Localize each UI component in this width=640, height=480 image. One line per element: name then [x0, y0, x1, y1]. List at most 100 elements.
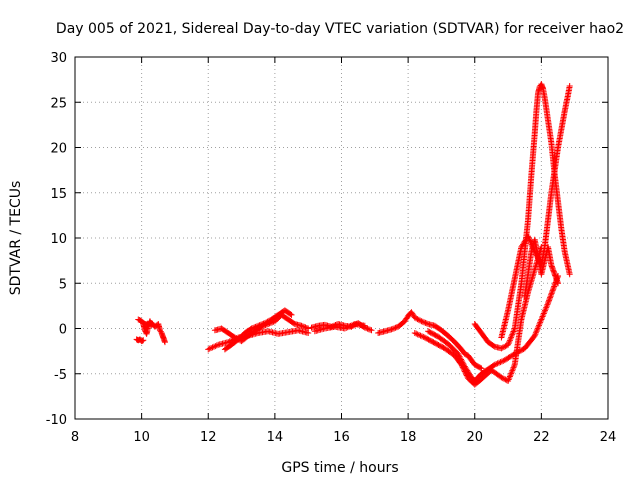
data-point — [548, 290, 555, 297]
data-point — [507, 372, 514, 379]
data-point — [538, 316, 545, 323]
data-point — [499, 375, 506, 382]
data-point — [288, 311, 295, 318]
data-point — [526, 235, 533, 242]
axis-ticks: 8 10 12 14 16 18 20 22 24 -10 -5 0 5 10 15 20 25 30 — [46, 51, 617, 445]
data-points — [133, 81, 573, 388]
y-tick-label: 5 — [59, 277, 67, 292]
data-point — [249, 324, 256, 331]
data-point — [502, 343, 509, 350]
data-point — [264, 318, 271, 325]
data-point — [391, 325, 398, 332]
data-point — [392, 324, 399, 331]
data-point — [212, 343, 219, 350]
data-point — [505, 340, 512, 347]
data-point — [389, 325, 396, 332]
x-tick-label: 24 — [600, 430, 617, 445]
data-point — [546, 297, 553, 304]
series-segment-l — [471, 81, 573, 352]
data-point — [206, 345, 213, 352]
data-point — [341, 325, 348, 332]
data-point — [148, 320, 155, 327]
data-point — [542, 306, 549, 313]
data-point — [343, 324, 350, 331]
data-point — [551, 283, 558, 290]
data-point — [411, 330, 418, 337]
data-point — [421, 319, 428, 326]
data-point — [364, 325, 371, 332]
y-tick-label: 0 — [59, 323, 67, 338]
y-tick-label: 10 — [50, 232, 67, 247]
data-point — [532, 331, 539, 338]
data-point — [566, 271, 573, 278]
data-point — [259, 321, 266, 328]
data-point — [260, 320, 267, 327]
data-point — [253, 323, 260, 330]
data-point — [257, 321, 264, 328]
data-point — [540, 310, 547, 317]
data-point — [161, 339, 168, 346]
data-point — [367, 326, 374, 333]
data-point — [509, 331, 516, 338]
data-point — [305, 325, 312, 332]
data-point — [540, 312, 547, 319]
y-tick-label: -10 — [46, 413, 67, 428]
chart-title: Day 005 of 2021, Sidereal Day-to-day VTE… — [56, 21, 624, 37]
data-point — [549, 287, 556, 294]
data-point — [541, 309, 548, 316]
data-point — [455, 352, 462, 359]
y-tick-label: 20 — [50, 142, 67, 157]
data-point — [509, 367, 516, 374]
data-point — [457, 355, 464, 362]
data-point — [525, 234, 532, 241]
data-point — [543, 303, 550, 310]
x-axis-label: GPS time / hours — [281, 460, 398, 476]
data-point — [508, 369, 515, 376]
data-point — [547, 293, 554, 300]
data-point — [365, 326, 372, 333]
data-point — [413, 315, 420, 322]
data-point — [251, 324, 258, 331]
data-point — [501, 343, 508, 350]
data-point — [455, 350, 462, 357]
data-point — [546, 295, 553, 302]
data-point — [416, 331, 423, 338]
data-point — [501, 375, 508, 382]
series-segment-h — [311, 320, 368, 335]
data-point — [566, 82, 573, 89]
data-point — [255, 322, 262, 329]
data-point — [497, 359, 504, 366]
data-point — [422, 319, 429, 326]
data-point — [545, 300, 552, 307]
y-tick-label: 25 — [50, 96, 67, 111]
data-point — [347, 322, 354, 329]
data-point — [302, 324, 309, 331]
data-point — [511, 326, 518, 333]
data-point — [550, 286, 557, 293]
x-tick-label: 8 — [71, 430, 79, 445]
data-point — [506, 337, 513, 344]
data-point — [543, 304, 550, 311]
data-point — [140, 337, 147, 344]
y-tick-label: 15 — [50, 187, 67, 202]
data-point — [287, 311, 294, 318]
data-point — [549, 289, 556, 296]
data-point — [148, 321, 155, 328]
data-point — [344, 324, 351, 331]
y-axis-label: SDTVAR / TECUs — [8, 181, 24, 296]
series-segment-k — [425, 273, 562, 384]
data-point — [413, 330, 420, 337]
series-segment-f — [221, 307, 295, 353]
data-point — [537, 319, 544, 326]
data-point — [550, 284, 557, 291]
data-point — [414, 316, 421, 323]
data-point — [205, 346, 212, 353]
data-point — [510, 328, 517, 335]
data-point — [252, 323, 259, 330]
data-point — [493, 361, 500, 368]
data-point — [346, 323, 353, 330]
data-point — [496, 359, 503, 366]
data-point — [498, 345, 505, 352]
data-point — [539, 313, 546, 320]
data-point — [531, 332, 538, 339]
